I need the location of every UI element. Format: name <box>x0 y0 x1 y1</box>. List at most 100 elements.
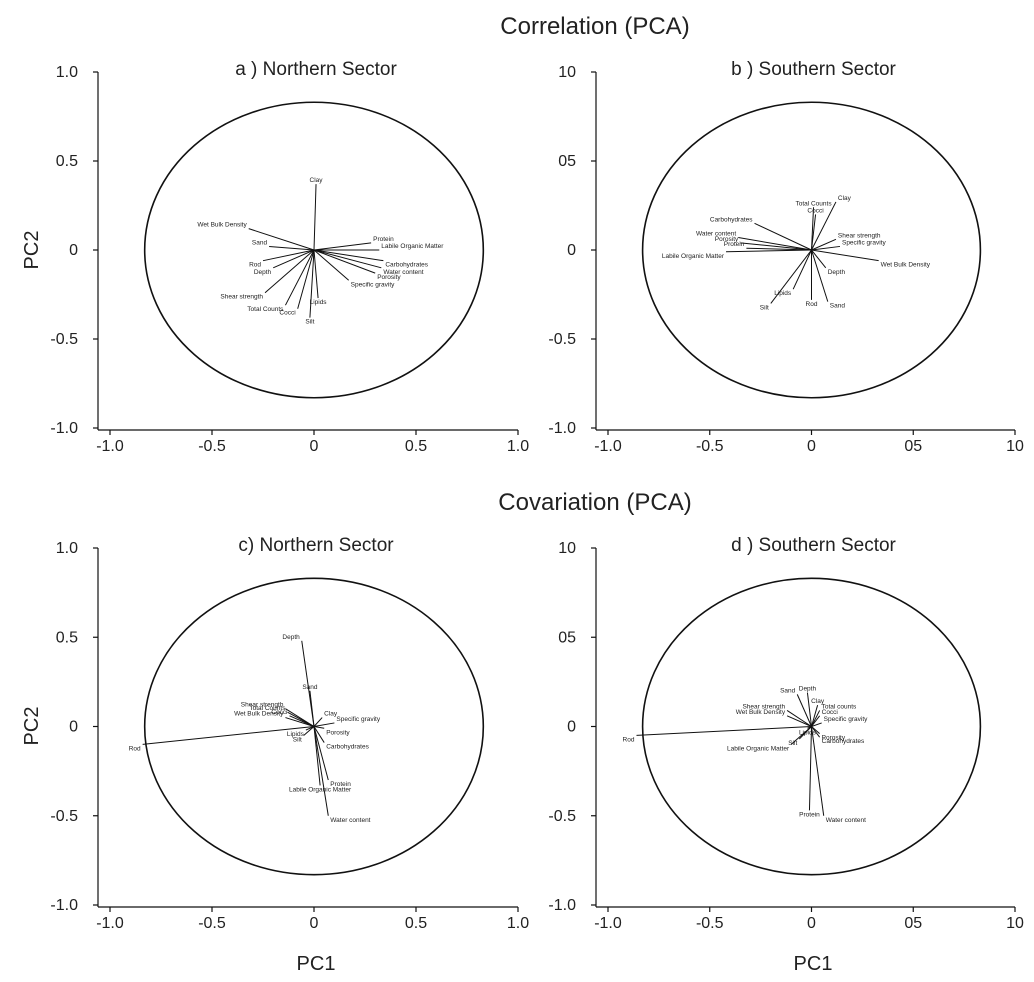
y-tick-label: 0 <box>69 719 78 736</box>
vector-label-lipids: Lipids <box>287 731 305 738</box>
vector-porosity <box>740 242 812 251</box>
vector-shear-strength <box>264 249 315 294</box>
vector-label-protein: Protein <box>330 781 351 788</box>
vector-specific-gravity <box>313 249 350 281</box>
vector-protein <box>313 726 329 781</box>
panel-title: a ) Northern Sector <box>235 59 397 80</box>
vector-water-content <box>738 237 812 251</box>
vector-label-depth: Depth <box>828 269 846 276</box>
vector-label-shear-strength: Shear strength <box>838 232 881 239</box>
vector-wet-bulk-density <box>285 717 315 727</box>
y-tick-label: 10 <box>558 540 576 557</box>
vector-clay <box>313 184 317 251</box>
x-tick-label: 0.5 <box>405 915 427 932</box>
vector-label-silt: Silt <box>293 736 302 743</box>
panel-a-northern-correlation: a ) Northern Sector -1.0 -0.5 0 0.5 1.0 1.0 0.5… <box>50 59 529 455</box>
y-tick-label: 0 <box>567 242 576 259</box>
vector-label-porosity: Porosity <box>715 236 739 243</box>
x-tick-label: 10 <box>1006 915 1024 932</box>
vector-depth <box>806 692 812 727</box>
panel-title: c) Northern Sector <box>238 535 394 556</box>
vector-label-labile-organic-matter: Labile Organic Matter <box>662 253 725 260</box>
pc1-axis-label-left: PC1 <box>297 953 336 975</box>
vector-label-lipids: Lipids <box>799 729 817 736</box>
x-tick-label: 1.0 <box>507 915 529 932</box>
vector-rod <box>636 726 812 736</box>
vector-cocci <box>811 715 821 727</box>
vector-protein <box>808 726 812 811</box>
vector-label-shear-strength: Shear strength <box>220 294 263 301</box>
y-tick-label: -1.0 <box>50 420 78 437</box>
panel-b-southern-correlation: b ) Southern Sector -1.0 -0.5 0 05 10 10 05 0 -0.… <box>548 59 1024 455</box>
vector-cocci <box>811 214 817 251</box>
x-tick-label: -0.5 <box>696 915 724 932</box>
vector-label-water-content: Water content <box>330 817 370 824</box>
panel-title: d ) Southern Sector <box>731 535 896 556</box>
vector-label-clay: Clay <box>324 711 338 718</box>
x-tick-label: 10 <box>1006 438 1024 455</box>
vector-label-specific-gravity: Specific gravity <box>336 716 380 723</box>
y-tick-label: 0 <box>69 242 78 259</box>
vector-label-sand: Sand <box>302 684 318 691</box>
vector-label-clay: Clay <box>811 698 825 705</box>
vector-label-total-counts: Total Counts <box>795 200 832 207</box>
vector-label-sand: Sand <box>780 687 796 694</box>
x-tick-label: -1.0 <box>594 438 622 455</box>
vector-water-content <box>313 249 382 269</box>
y-tick-label: 1.0 <box>56 64 78 81</box>
vector-label-total-counts: Total counts <box>822 703 857 710</box>
x-tick-label: -0.5 <box>198 915 226 932</box>
vector-label-wet-bulk-density: Wet Bulk Density <box>881 262 931 269</box>
vector-label-wet-bulk-density: Wet Bulk Density <box>736 709 786 716</box>
vector-label-carbohydrates: Carbohydrates <box>326 744 369 751</box>
x-tick-label: -1.0 <box>594 915 622 932</box>
x-tick-label: -0.5 <box>198 438 226 455</box>
vector-label-rod: Rod <box>249 262 261 269</box>
y-tick-label: 1.0 <box>56 540 78 557</box>
vector-clay <box>313 717 323 727</box>
vector-specific-gravity <box>811 245 841 251</box>
vector-carbohydrates <box>811 726 821 738</box>
correlation-circle <box>143 577 485 876</box>
vector-protein <box>746 247 812 251</box>
y-tick-label: 0.5 <box>56 153 78 170</box>
vector-label-labile-organic-matter: Labile Organic Matter <box>289 786 352 793</box>
x-tick-label: 0.5 <box>405 438 427 455</box>
vector-label-lipids: Lipids <box>310 299 328 306</box>
x-tick-label: 1.0 <box>507 438 529 455</box>
vector-specific-gravity <box>313 722 335 727</box>
vector-label-water-content: Water content <box>383 269 423 276</box>
vector-label-silt: Silt <box>760 304 769 311</box>
vector-carbohydrates <box>313 726 325 743</box>
vector-label-silt: Silt <box>305 319 314 326</box>
vector-wet-bulk-density <box>811 249 879 262</box>
correlation-section-title: Correlation (PCA) <box>500 13 689 40</box>
x-tick-label: 0 <box>310 915 319 932</box>
y-tick-label: -1.0 <box>50 897 78 914</box>
vector-label-shear-strength: Shear strength <box>241 702 284 709</box>
panel-d-southern-covariation: d ) Southern Sector -1.0 -0.5 0 05 10 10 05 0 -0.… <box>548 535 1024 932</box>
correlation-circle <box>641 577 982 876</box>
vector-label-cocci: Cocci <box>807 207 823 214</box>
vector-porosity <box>313 726 325 729</box>
y-tick-label: -0.5 <box>548 808 576 825</box>
y-tick-label: 0 <box>567 719 576 736</box>
vector-label-water-content: Water content <box>696 231 736 238</box>
vector-protein <box>313 242 372 251</box>
pc1-axis-label-right: PC1 <box>794 953 833 975</box>
x-tick-label: 0 <box>807 915 816 932</box>
x-tick-label: -0.5 <box>696 438 724 455</box>
vector-label-protein: Protein <box>373 236 394 243</box>
vector-label-sand: Sand <box>830 303 846 310</box>
vector-silt <box>770 249 812 304</box>
x-tick-label: 0 <box>807 438 816 455</box>
vector-sand <box>309 690 315 727</box>
vector-total-counts <box>284 249 315 306</box>
vector-labile-organic-matter <box>313 726 321 786</box>
panel-title: b ) Southern Sector <box>731 59 896 80</box>
y-tick-label: 05 <box>558 629 576 646</box>
vector-shear-strength <box>786 710 812 727</box>
vector-label-carbohydrates: Carbohydrates <box>385 262 428 269</box>
x-tick-label: 05 <box>904 915 922 932</box>
vector-label-cocci: Cocci <box>271 709 287 716</box>
